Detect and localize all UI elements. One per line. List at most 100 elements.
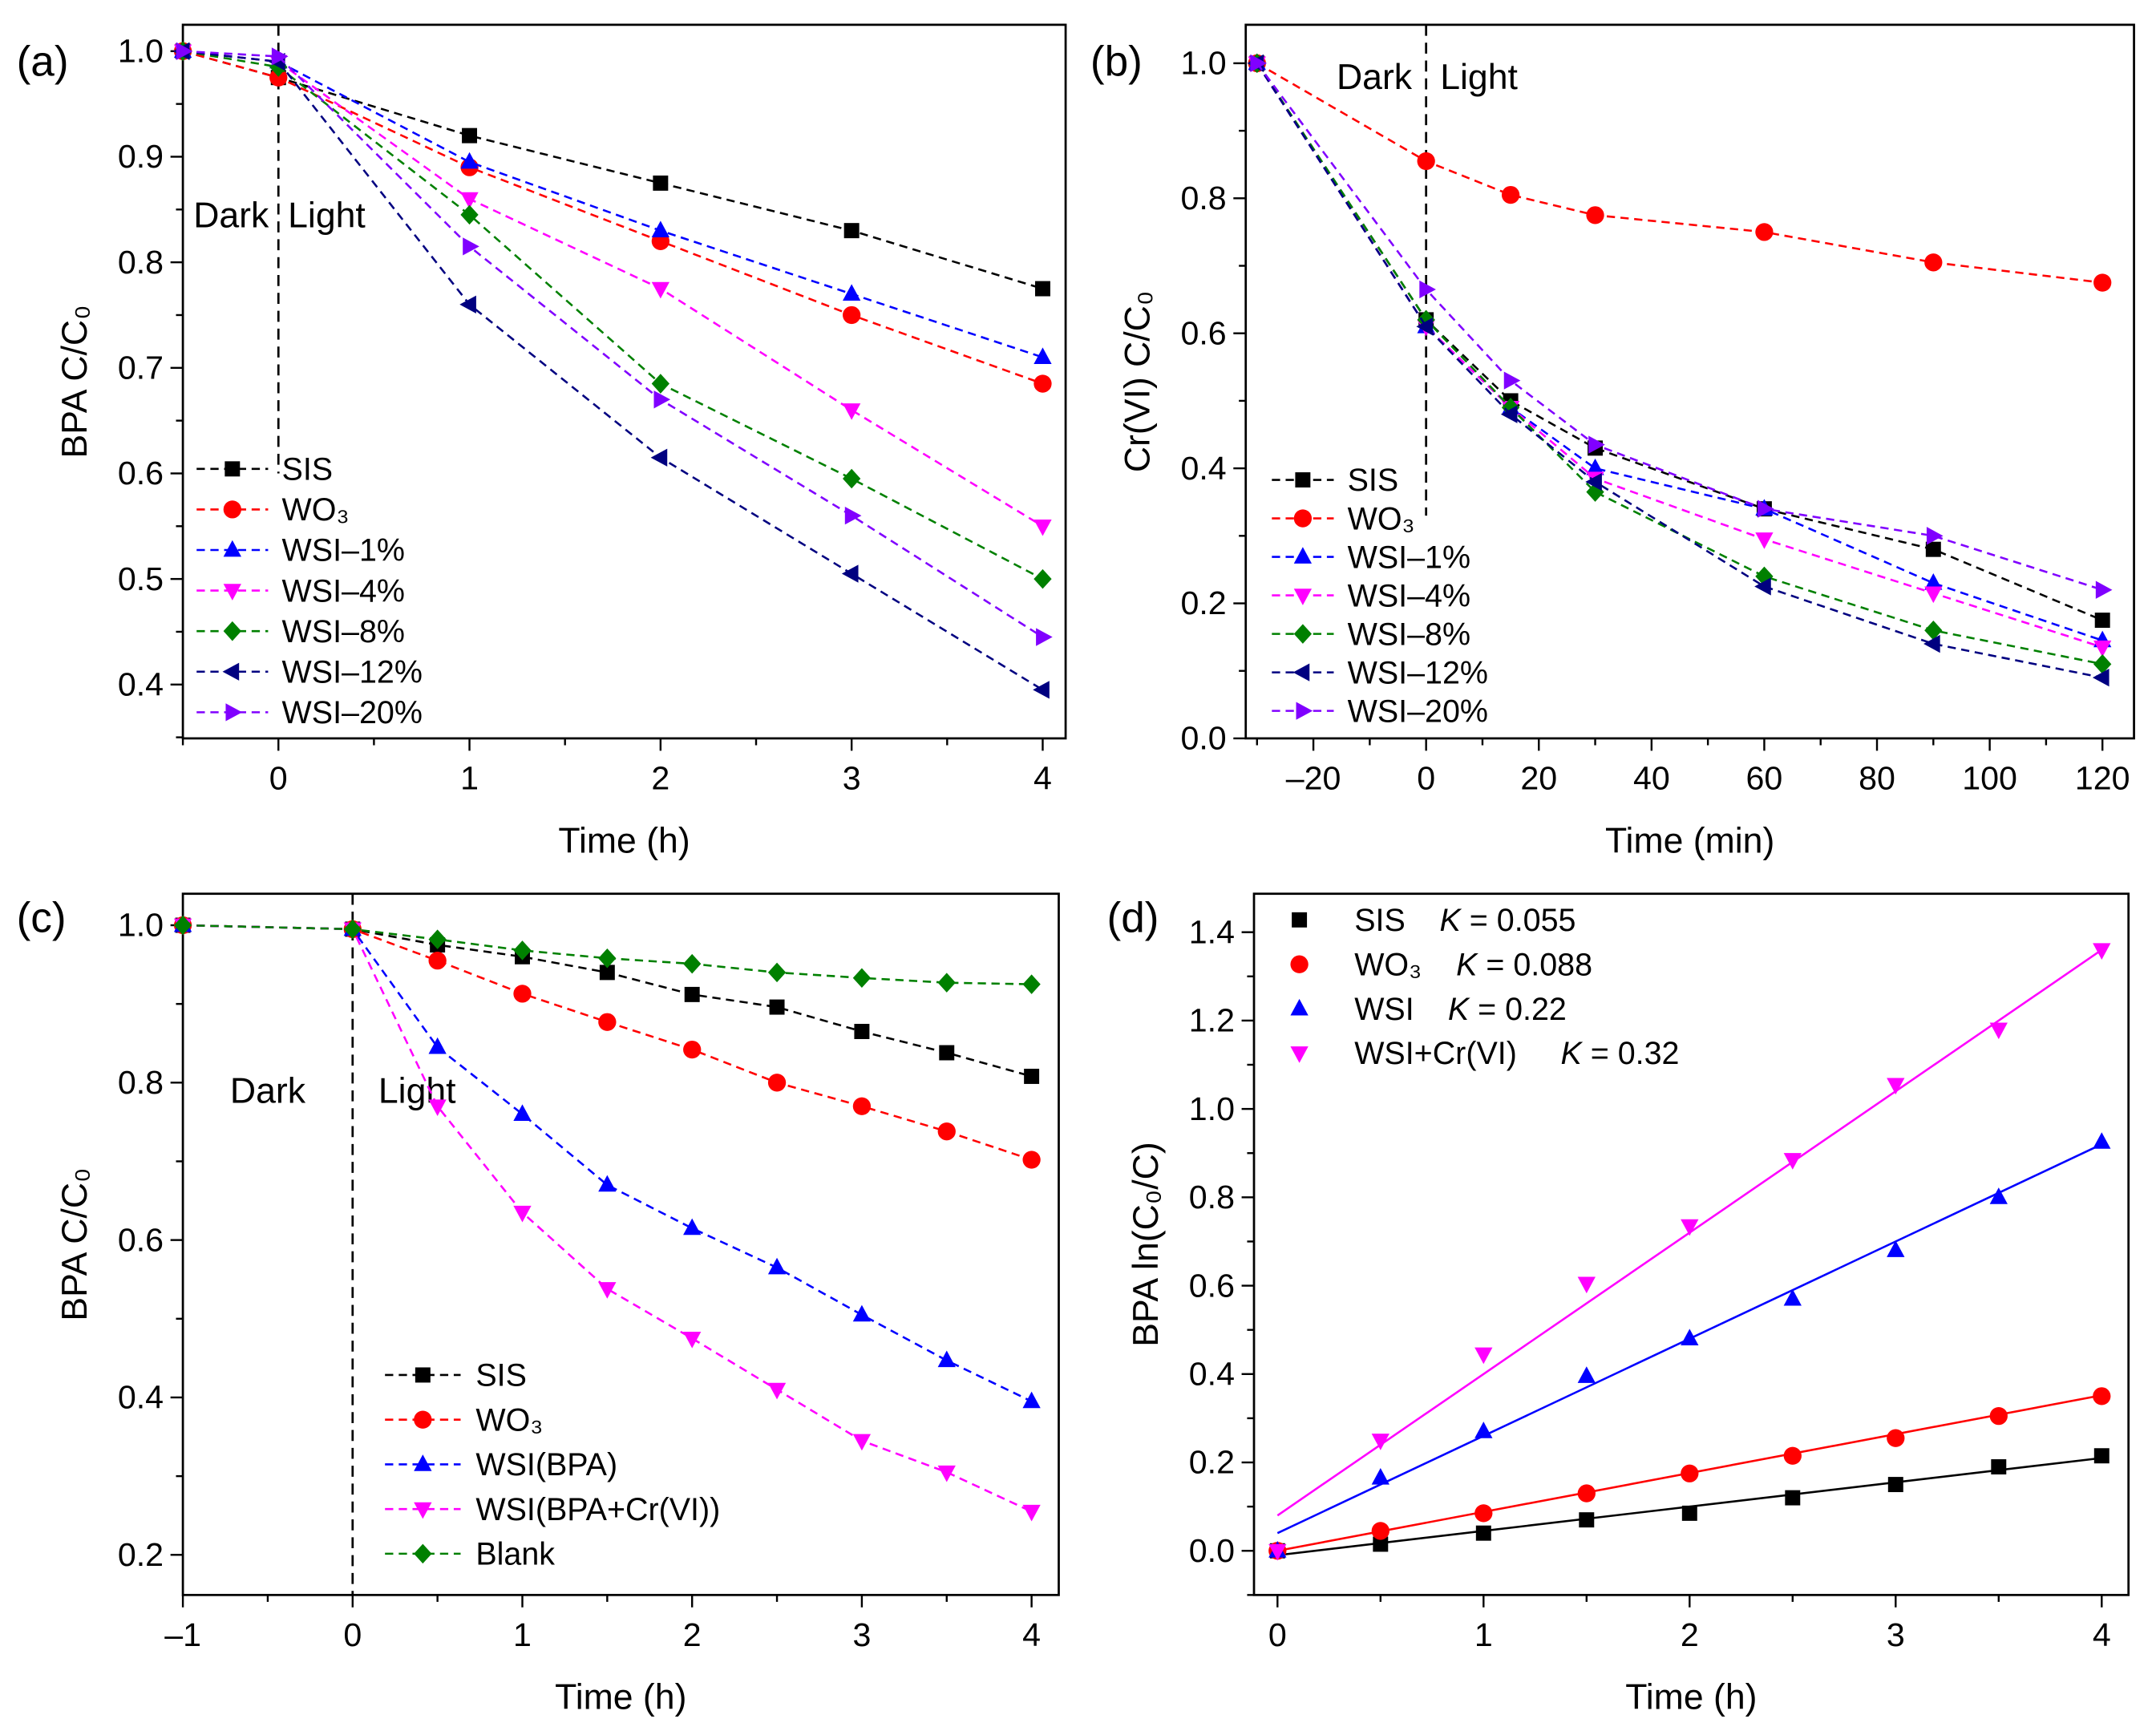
marker-triangle-down: [1887, 1078, 1905, 1095]
marker-square: [415, 1367, 431, 1383]
marker-triangle-up: [1586, 458, 1604, 475]
marker-circle: [683, 1040, 702, 1059]
marker-triangle-up: [1290, 998, 1309, 1016]
marker-square: [1681, 1505, 1697, 1521]
y-tick-label: 0.2: [118, 1536, 164, 1573]
legend-item: WO₃: [196, 492, 350, 528]
marker-square: [1295, 472, 1311, 488]
marker-triangle-right: [1419, 280, 1436, 299]
marker-square: [1024, 1068, 1040, 1084]
y-tick-label: 0.4: [118, 666, 164, 703]
marker-triangle-right: [225, 703, 243, 722]
marker-square: [854, 1024, 870, 1039]
x-tick-label: 0: [269, 759, 288, 796]
marker-circle: [1293, 509, 1313, 528]
marker-triangle-up: [513, 1104, 532, 1121]
marker-triangle-up: [1989, 1187, 2008, 1204]
marker-square: [1887, 1477, 1903, 1493]
marker-triangle-down: [223, 584, 241, 601]
legend-label: WO₃: [282, 492, 350, 528]
marker-circle: [1989, 1406, 2008, 1426]
y-tick-label: 0.0: [1181, 720, 1227, 757]
series-line: [183, 924, 1033, 1403]
marker-square: [1785, 1490, 1801, 1506]
marker-triangle-right: [1296, 702, 1313, 720]
legend-item: Blank: [385, 1537, 555, 1572]
y-tick-label: 0.2: [1181, 584, 1227, 621]
marker-triangle-down: [937, 1465, 956, 1482]
marker-triangle-left: [1754, 577, 1771, 596]
legend-item: WSI–8%: [1272, 617, 1470, 652]
marker-triangle-down: [651, 281, 670, 299]
panel-a: 0 1 2 3 4 0.4 0.5 0.6 0.7 0.8 0.9 1.0 Time (h) BPA C/…: [17, 23, 1067, 860]
marker-triangle-down: [1989, 1022, 2008, 1040]
legend-k-value: K = 0.088: [1456, 947, 1592, 982]
legend-label: WSI–4%: [1348, 578, 1470, 613]
marker-square: [224, 461, 241, 477]
legend-item: WSI–4%: [1272, 578, 1470, 613]
marker-triangle-right: [176, 42, 193, 60]
marker-triangle-down: [1293, 588, 1313, 605]
marker-square: [1373, 1536, 1389, 1552]
marker-triangle-up: [683, 1218, 702, 1236]
marker-square: [1579, 1512, 1595, 1528]
legend-label: WSI–1%: [1348, 540, 1470, 575]
annotation-dark: Dark: [1337, 58, 1413, 97]
plot-frame: [181, 23, 1067, 740]
marker-triangle-left: [1923, 634, 1940, 653]
marker-triangle-up: [937, 1350, 956, 1368]
marker-triangle-up: [428, 1037, 447, 1054]
legend-label: WO₃: [475, 1402, 543, 1438]
marker-triangle-down: [767, 1382, 787, 1400]
marker-circle: [1887, 1429, 1905, 1447]
marker-triangle-up: [460, 152, 479, 169]
y-tick-label: 1.0: [1189, 1090, 1235, 1127]
y-tick-label: 1.0: [118, 33, 164, 70]
marker-diamond: [1924, 620, 1943, 641]
marker-triangle-left: [1033, 681, 1050, 699]
marker-diamond: [1022, 974, 1041, 994]
marker-triangle-down: [1268, 1543, 1287, 1561]
legend-item: SIS: [385, 1358, 527, 1393]
x-tick-label: 1: [460, 759, 479, 796]
x-axis-label: Time (h): [1625, 1678, 1757, 1717]
marker-triangle-down: [428, 1099, 447, 1117]
marker-square: [653, 175, 669, 191]
marker-diamond: [414, 1543, 432, 1564]
x-tick-label: 0: [343, 1616, 362, 1653]
legend-item: WO₃: [1272, 501, 1415, 536]
marker-triangle-down: [513, 1205, 532, 1223]
series-line: [183, 924, 1032, 985]
legend-item: WO₃ K = 0.088: [1290, 947, 1592, 982]
series-line: [183, 50, 1044, 638]
legend-item: WSI–12%: [1272, 655, 1488, 690]
marker-triangle-right: [653, 390, 671, 409]
x-tick-label: 0: [1417, 759, 1435, 796]
marker-triangle-left: [650, 448, 668, 467]
legend-label: WSI–1%: [282, 533, 405, 568]
x-axis-label: Time (h): [555, 1678, 686, 1717]
legend-item: SIS: [196, 452, 333, 487]
marker-diamond: [852, 968, 872, 989]
marker-triangle-down: [1577, 1276, 1596, 1294]
marker-diamond: [1034, 568, 1052, 589]
y-tick-label: 0.7: [118, 350, 164, 386]
marker-circle: [598, 1013, 617, 1031]
y-axis-label: BPA C/C₀: [55, 305, 95, 458]
y-tick-label: 0.8: [1181, 180, 1227, 216]
marker-diamond: [683, 953, 702, 974]
marker-triangle-up: [1022, 1391, 1041, 1409]
marker-circle: [1577, 1484, 1596, 1503]
legend-item: WSI(BPA): [385, 1447, 617, 1482]
marker-square: [599, 965, 615, 981]
marker-triangle-up: [1371, 1468, 1389, 1485]
y-tick-label: 0.6: [118, 455, 164, 491]
legend-label: WSI–8%: [282, 614, 405, 649]
x-tick-label: 0: [1268, 1616, 1287, 1653]
panel-label: (c): [17, 895, 67, 942]
marker-triangle-up: [1474, 1422, 1493, 1438]
marker-circle: [1417, 152, 1435, 171]
series-line: [183, 924, 1033, 1161]
marker-circle: [1501, 185, 1520, 204]
marker-circle: [269, 68, 288, 87]
